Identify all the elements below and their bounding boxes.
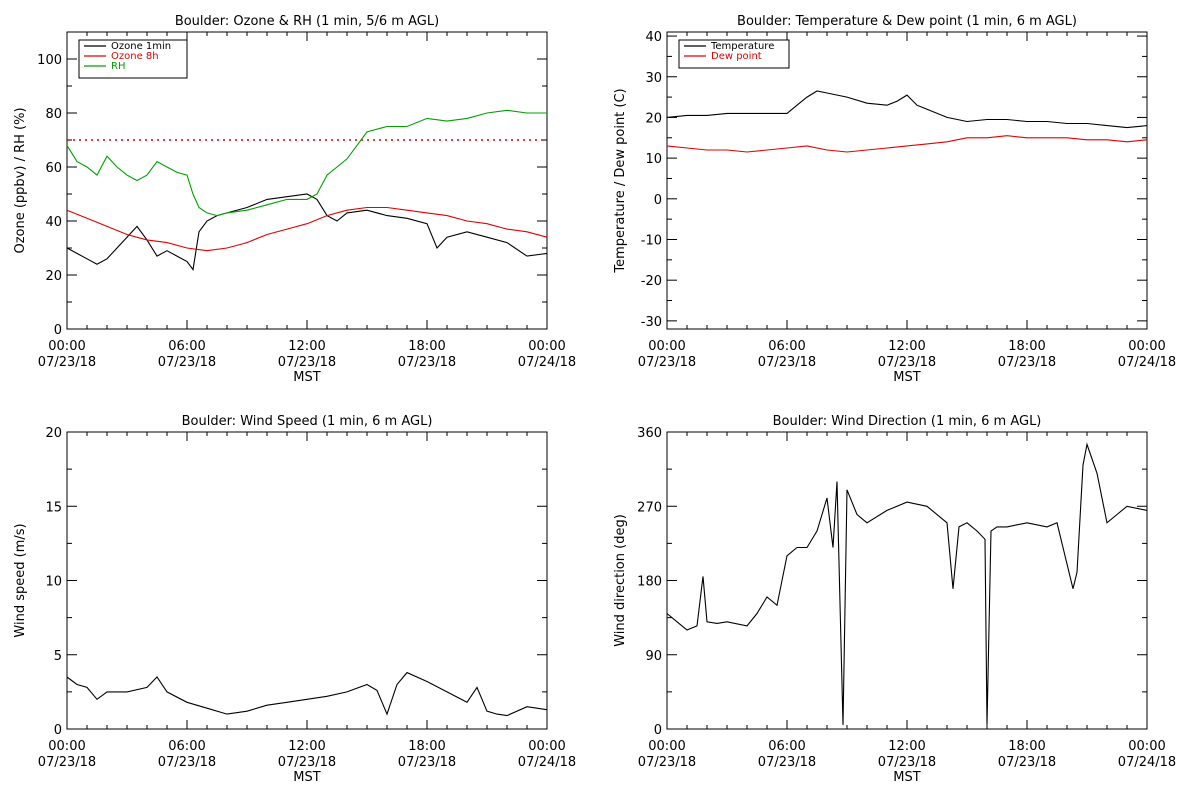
x-axis-label: MST [893,370,920,385]
chart-title: Boulder: Ozone & RH (1 min, 5/6 m AGL) [175,14,439,29]
y-tick-label: 40 [45,215,62,230]
legend-label: RH [111,61,125,72]
legend-label: Ozone 1min [111,41,171,52]
x-tick-label: 07/24/18 [1118,355,1176,370]
chart-panel-4: Boulder: Wind Direction (1 min, 6 m AGL)… [613,414,1176,785]
plot-frame [66,431,548,730]
x-tick-label: 18:00 [408,739,445,754]
y-tick-label: 180 [637,575,662,590]
y-tick-label: -10 [641,233,662,248]
x-axis-label: MST [293,370,320,385]
x-tick-label: 07/23/18 [278,755,336,770]
y-tick-label: 90 [645,649,662,664]
x-tick-label: 07/23/18 [638,355,696,370]
y-tick-label: 20 [645,111,662,126]
y-tick-label: 40 [645,30,662,45]
x-tick-label: 07/23/18 [998,755,1056,770]
x-tick-label: 07/23/18 [278,355,336,370]
x-tick-label: 00:00 [1128,339,1165,354]
x-tick-label: 07/24/18 [518,355,576,370]
x-tick-label: 07/23/18 [998,355,1056,370]
x-tick-label: 06:00 [168,739,205,754]
y-tick-label: 100 [37,53,62,68]
x-tick-label: 06:00 [768,739,805,754]
chart-panel-2: Boulder: Temperature & Dew point (1 min,… [613,14,1176,385]
y-tick-label: 60 [45,161,62,176]
y-axis-label: Ozone (ppbv) / RH (%) [13,107,28,253]
y-axis-label: Wind speed (m/s) [13,523,28,637]
x-tick-label: 18:00 [1008,739,1045,754]
series-line-2 [66,206,548,252]
x-tick-label: 00:00 [1128,739,1165,754]
x-tick-label: 00:00 [48,739,85,754]
x-tick-label: 07/23/18 [38,755,96,770]
y-tick-label: 0 [54,323,62,338]
x-axis-label: MST [893,770,920,785]
y-axis-label: Wind direction (deg) [613,514,628,647]
x-tick-label: 00:00 [528,739,565,754]
x-tick-label: 00:00 [48,339,85,354]
x-tick-label: 06:00 [768,339,805,354]
y-tick-label: 20 [45,269,62,284]
y-tick-label: 0 [654,193,662,208]
series-line-2 [666,135,1148,153]
x-tick-label: 18:00 [408,339,445,354]
y-tick-label: 5 [54,649,62,664]
x-axis-label: MST [293,770,320,785]
x-tick-label: 07/23/18 [398,755,456,770]
legend-label: Ozone 8h [111,51,159,62]
x-tick-label: 12:00 [888,339,925,354]
series-line-1 [66,193,548,271]
y-tick-label: 10 [45,575,62,590]
y-tick-label: 30 [645,71,662,86]
series-line-3 [66,109,547,217]
legend-label: Dew point [711,51,762,62]
x-tick-label: 07/23/18 [638,755,696,770]
x-tick-label: 07/23/18 [758,755,816,770]
x-tick-label: 06:00 [168,339,205,354]
plot-frame [666,31,1148,330]
y-axis-label: Temperature / Dew point (C) [613,88,628,273]
x-tick-label: 12:00 [288,339,325,354]
x-tick-label: 07/24/18 [1118,755,1176,770]
y-tick-label: -20 [641,274,662,289]
x-tick-label: 00:00 [648,739,685,754]
chart-title: Boulder: Wind Speed (1 min, 6 m AGL) [182,414,433,429]
x-tick-label: 00:00 [528,339,565,354]
y-tick-label: 270 [637,500,662,515]
chart-panel-3: Boulder: Wind Speed (1 min, 6 m AGL) 00:0… [13,414,576,785]
legend-label: Temperature [710,41,774,52]
chart-title: Boulder: Temperature & Dew point (1 min,… [737,14,1077,29]
y-tick-label: 80 [45,107,62,122]
x-tick-label: 07/23/18 [38,355,96,370]
x-tick-label: 12:00 [888,739,925,754]
x-tick-label: 07/23/18 [398,355,456,370]
x-tick-label: 00:00 [648,339,685,354]
x-tick-label: 18:00 [1008,339,1045,354]
y-tick-label: 15 [45,500,62,515]
x-tick-label: 07/23/18 [158,355,216,370]
x-tick-label: 07/23/18 [758,355,816,370]
x-tick-label: 07/24/18 [518,755,576,770]
legend-box [678,39,790,69]
y-tick-label: 360 [637,426,662,441]
x-tick-label: 07/23/18 [878,355,936,370]
chart-panel-1: Boulder: Ozone & RH (1 min, 5/6 m AGL)00… [13,14,576,385]
y-tick-label: 0 [54,723,62,738]
y-tick-label: 20 [45,426,62,441]
x-tick-label: 07/23/18 [878,755,936,770]
x-tick-label: 12:00 [288,739,325,754]
y-tick-label: 10 [645,152,662,167]
chart-title: Boulder: Wind Direction (1 min, 6 m AGL) [773,414,1042,429]
y-tick-label: -30 [641,315,662,330]
series-line-1 [666,442,1148,725]
y-tick-label: 0 [654,723,662,738]
x-tick-label: 07/23/18 [158,755,216,770]
series-line-1 [666,90,1148,129]
series-line-1 [66,671,548,717]
